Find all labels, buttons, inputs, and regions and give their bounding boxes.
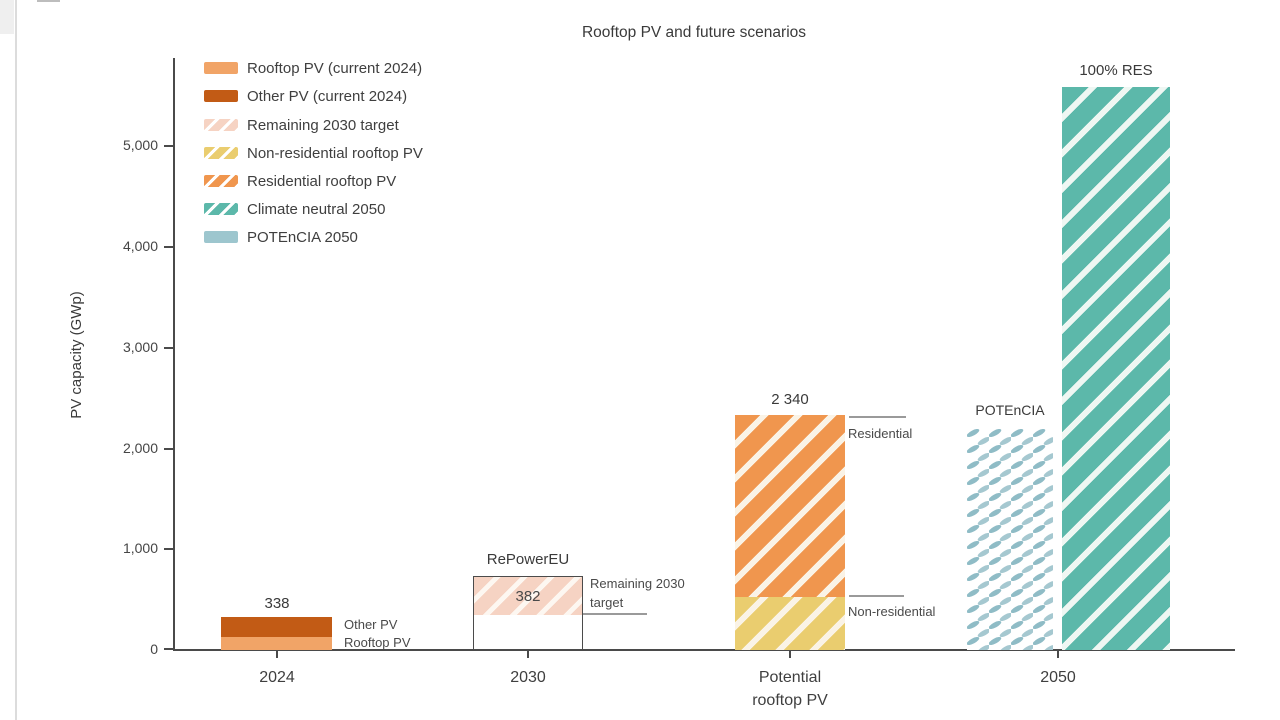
legend-swatch-rooftop-pv [204, 62, 238, 74]
y-tick-label-0: 0 [150, 641, 158, 657]
legend-label: Rooftop PV (current 2024) [247, 59, 423, 77]
legend-item-non-residential: Non-residential rooftop PV [204, 144, 423, 162]
x-tick-2050 [1057, 650, 1059, 658]
left-edge-rule [15, 0, 17, 720]
bar-2024-rooftop-pv-segment [221, 637, 332, 650]
y-tick-label-5000: 5,000 [122, 137, 158, 153]
bar-potencia-label: POTEnCIA [975, 402, 1045, 418]
legend-swatch-climate-neutral [204, 203, 238, 215]
x-label-potential-line2: rooftop PV [752, 692, 828, 709]
x-label-2030: 2030 [510, 669, 546, 686]
bar-2024-value-label: 338 [264, 595, 290, 612]
bar-2030-remaining-annotation: Remaining 2030 target [590, 574, 710, 612]
y-tick-3000 [164, 347, 173, 349]
y-tick-label-1000: 1,000 [122, 540, 158, 556]
y-tick-label-3000: 3,000 [122, 339, 158, 355]
legend-label: Other PV (current 2024) [247, 87, 408, 105]
legend-swatch-remaining-target [204, 119, 238, 131]
bar-2024-other-pv-segment [221, 617, 332, 637]
residential-annotation: Residential [848, 426, 913, 441]
y-axis-title: PV capacity (GWp) [68, 291, 85, 419]
bar-2030-annotation-rule [583, 613, 647, 615]
x-label-potential: Potential rooftop PV [715, 666, 865, 712]
x-tick-2024 [276, 650, 278, 658]
y-tick-5000 [164, 145, 173, 147]
bar-2030-header: RePowerEU [486, 551, 570, 568]
bar-potencia-2050 [967, 429, 1053, 650]
bar-2024-other-pv-annotation: Other PV [344, 617, 398, 632]
legend-item-residential: Residential rooftop PV [204, 172, 397, 190]
bar-2030-remaining-segment: 382 [474, 577, 582, 615]
legend-item-other-pv: Other PV (current 2024) [204, 87, 408, 105]
legend-item-potencia: POTEnCIA 2050 [204, 228, 358, 246]
y-tick-1000 [164, 548, 173, 550]
remaining-annotation-line2: target [590, 595, 624, 610]
legend-item-remaining-target: Remaining 2030 target [204, 116, 399, 134]
y-tick-label-4000: 4,000 [122, 238, 158, 254]
legend-label: POTEnCIA 2050 [247, 228, 358, 246]
legend-swatch-other-pv [204, 90, 238, 102]
chart-title: Rooftop PV and future scenarios [581, 24, 807, 41]
non-residential-annotation-rule [849, 595, 904, 597]
bar-2030-target-outline: 382 [473, 576, 583, 650]
bar-potential-residential-segment [735, 415, 845, 597]
x-axis-line [173, 649, 1235, 651]
legend-label: Remaining 2030 target [247, 116, 399, 134]
bar-climate-neutral-2050 [1062, 87, 1170, 650]
y-axis-line [173, 58, 175, 650]
bar-potential-value-label: 2 340 [771, 391, 809, 408]
bar-2024-rooftop-pv-annotation: Rooftop PV [344, 635, 411, 650]
bar-potential-non-residential-segment [735, 597, 845, 650]
bar-100res-label: 100% RES [1079, 62, 1153, 79]
legend-item-rooftop-pv: Rooftop PV (current 2024) [204, 59, 423, 77]
x-label-potential-line1: Potential [758, 669, 822, 686]
x-tick-potential [789, 650, 791, 658]
potencia-grain-pattern [967, 429, 1053, 650]
x-label-2050: 2050 [1040, 669, 1076, 686]
x-label-2024: 2024 [259, 669, 295, 686]
top-edge-artifact [37, 0, 60, 2]
y-tick-label-2000: 2,000 [122, 440, 158, 456]
left-edge-corner-block [0, 0, 14, 34]
legend-swatch-potencia [204, 231, 238, 243]
legend-swatch-residential [204, 175, 238, 187]
residential-annotation-rule [849, 416, 906, 418]
x-tick-2030 [527, 650, 529, 658]
legend-item-climate-neutral: Climate neutral 2050 [204, 200, 386, 218]
remaining-annotation-line1: Remaining 2030 [590, 576, 685, 591]
legend-label: Non-residential rooftop PV [247, 144, 423, 162]
legend-swatch-non-residential [204, 147, 238, 159]
y-tick-2000 [164, 448, 173, 450]
non-residential-annotation: Non-residential [848, 604, 936, 619]
legend-label: Residential rooftop PV [247, 172, 397, 190]
y-tick-4000 [164, 246, 173, 248]
legend-label: Climate neutral 2050 [247, 200, 386, 218]
y-tick-0 [164, 648, 173, 650]
